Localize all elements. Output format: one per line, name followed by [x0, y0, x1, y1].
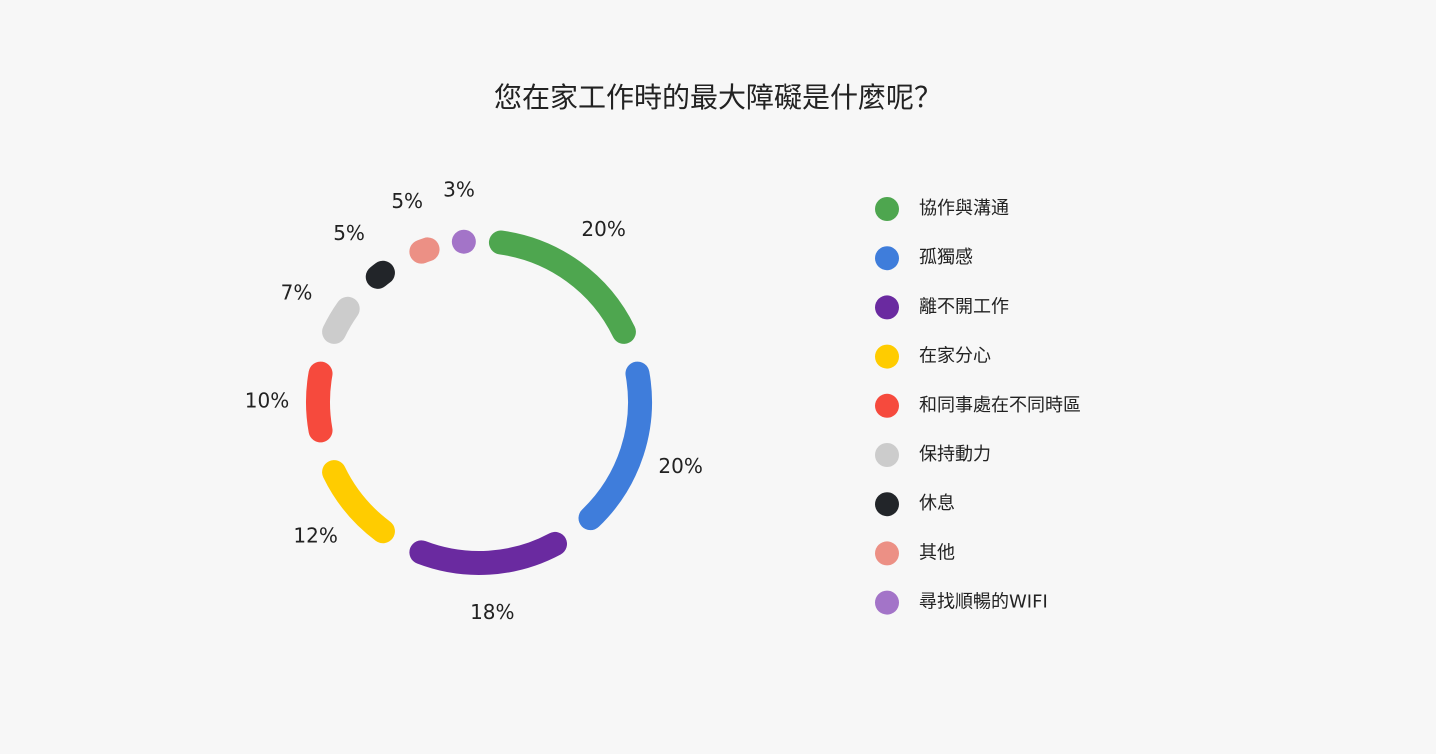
legend-label: 和同事處在不同時區 — [919, 395, 1081, 416]
donut-segment — [365, 260, 395, 289]
legend-marker — [875, 590, 899, 615]
legend-marker — [875, 197, 899, 221]
donut-segment — [578, 361, 652, 531]
donut-segment — [488, 230, 636, 344]
donut-segment — [322, 460, 395, 544]
legend-label: 在家分心 — [919, 346, 991, 367]
legend-label: 離不開工作 — [919, 296, 1009, 317]
donut-segment — [306, 361, 333, 443]
donut-segment — [409, 237, 440, 264]
legend-label: 孤獨感 — [919, 247, 973, 268]
value-label: 7% — [281, 281, 313, 305]
value-label: 20% — [581, 217, 625, 241]
legend-label: 其他 — [919, 542, 955, 563]
legend-label: 保持動力 — [919, 444, 991, 465]
donut-segment — [451, 229, 476, 254]
value-label: 3% — [443, 177, 475, 201]
legend-marker — [875, 443, 899, 467]
legend-marker — [875, 344, 899, 369]
legend-label: 尋找順暢的WIFI — [919, 592, 1048, 613]
value-label: 18% — [470, 600, 514, 624]
donut-segment — [409, 531, 568, 575]
legend-marker — [875, 246, 899, 271]
value-label: 5% — [333, 221, 365, 245]
legend-marker — [875, 393, 899, 418]
value-label: 5% — [391, 189, 423, 213]
chart-title: 您在家工作時的最大障礙是什麼呢？ — [494, 81, 942, 114]
legend-marker — [875, 492, 899, 517]
legend-label: 休息 — [919, 493, 955, 514]
value-label: 20% — [658, 454, 702, 478]
legend-marker — [875, 295, 899, 320]
legend-label: 協作與溝通 — [919, 198, 1009, 219]
donut-segment — [322, 296, 360, 344]
value-label: 12% — [293, 524, 337, 548]
legend-marker — [875, 541, 899, 566]
value-label: 10% — [245, 389, 289, 413]
